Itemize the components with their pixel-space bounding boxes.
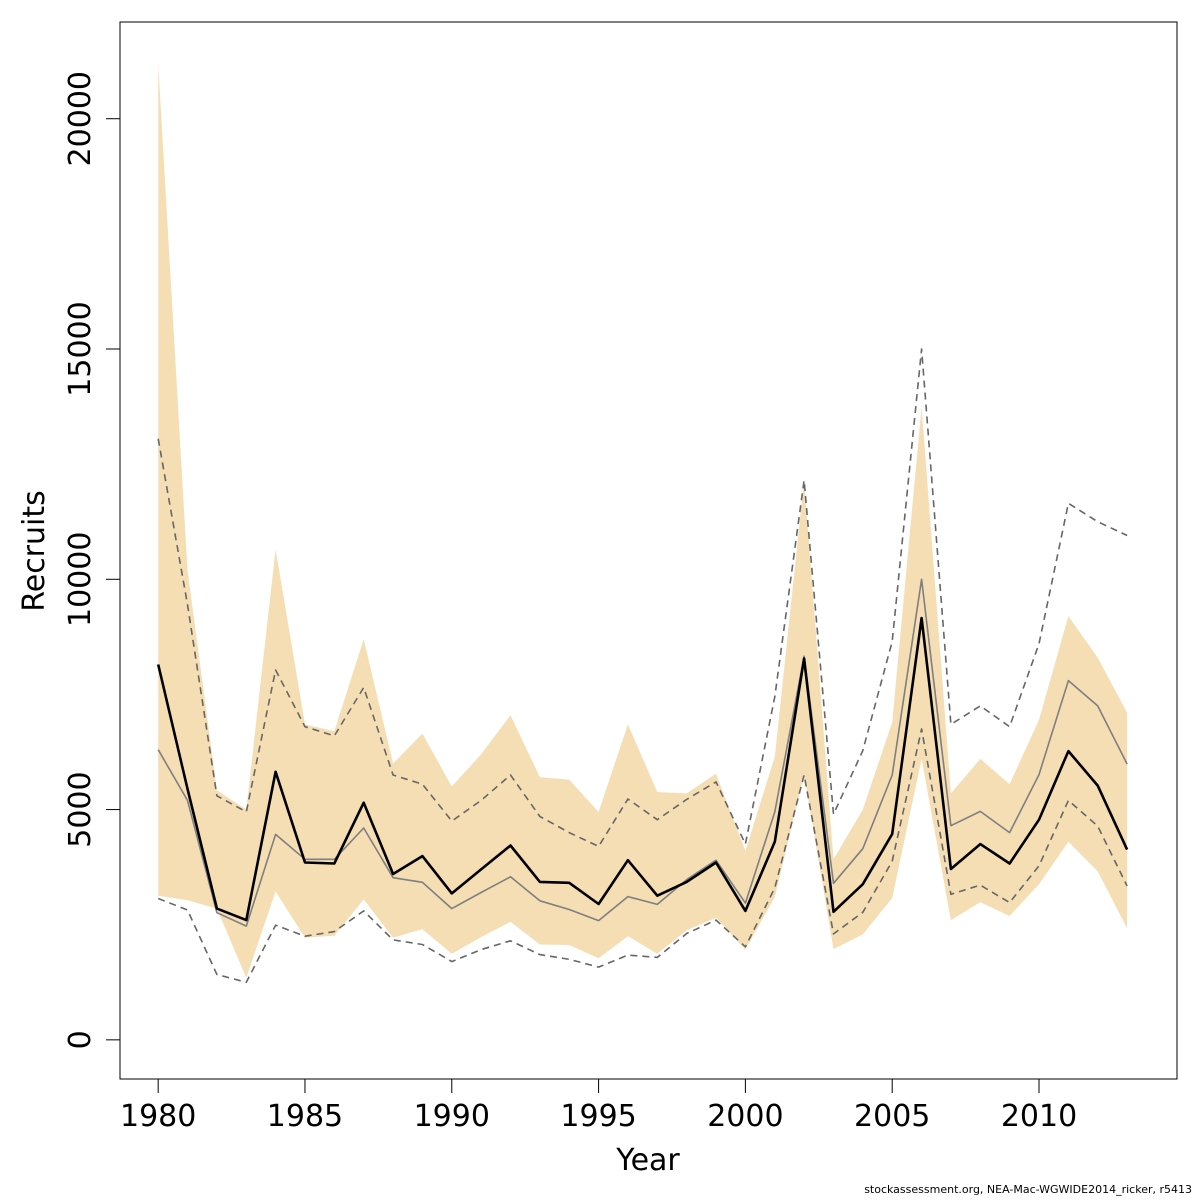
confidence-band-layer <box>158 63 1128 978</box>
x-axis: 1980 1985 1990 1995 2000 2005 2010 <box>120 1078 1077 1134</box>
y-tick-label: 10000 <box>63 532 98 627</box>
x-axis-title: Year <box>615 1143 680 1178</box>
x-tick-label: 1980 <box>120 1099 196 1134</box>
y-tick-label: 5000 <box>63 771 98 847</box>
y-tick-label: 0 <box>63 1030 98 1049</box>
x-tick-label: 1985 <box>267 1099 343 1134</box>
source-credit: stockassessment.org, NEA-Mac-WGWIDE2014_… <box>864 1183 1192 1196</box>
series-line-comparison <box>157 578 1128 927</box>
y-axis: 0 5000 10000 15000 20000 <box>63 71 121 1049</box>
x-tick-label: 2000 <box>707 1099 783 1134</box>
y-tick-label: 15000 <box>63 301 98 396</box>
x-tick-label: 1990 <box>414 1099 490 1134</box>
series-line-estimate <box>156 616 1129 922</box>
y-axis-title: Recruits <box>17 490 52 612</box>
x-tick-label: 2010 <box>1001 1099 1077 1134</box>
series-line-upper-dashed <box>157 348 1128 848</box>
series-line-lower-dashed <box>157 728 1128 984</box>
x-tick-label: 2005 <box>854 1099 930 1134</box>
y-tick-label: 20000 <box>63 71 98 166</box>
series-lines-layer <box>156 348 1129 984</box>
x-tick-label: 1995 <box>560 1099 636 1134</box>
confidence-band <box>158 63 1128 978</box>
